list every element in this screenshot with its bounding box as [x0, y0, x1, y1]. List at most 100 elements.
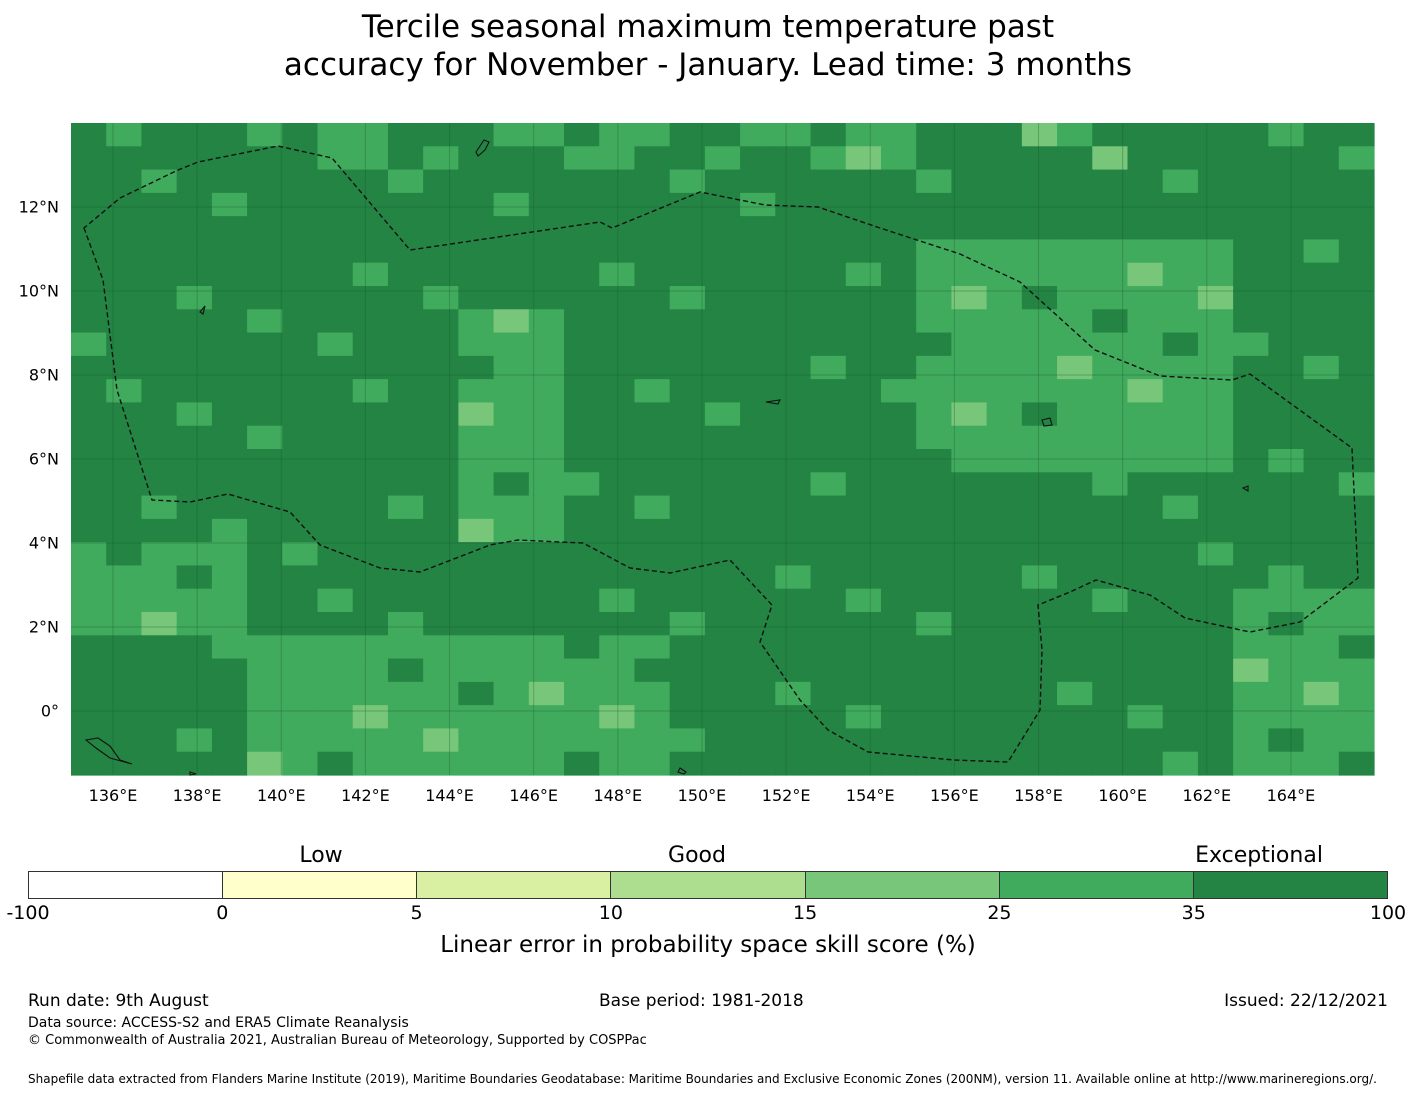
skill-cell	[423, 192, 459, 217]
skill-cell	[1057, 262, 1093, 287]
skill-cell	[810, 612, 847, 636]
skill-cell	[810, 542, 847, 567]
skill-cell	[106, 681, 143, 706]
skill-cell	[740, 286, 776, 310]
skill-cell	[317, 705, 354, 730]
skill-cell	[1127, 635, 1164, 660]
skill-cell	[423, 169, 459, 194]
skill-cell	[71, 705, 107, 730]
skill-cell	[528, 286, 565, 310]
skill-cell	[845, 635, 882, 660]
skill-cell	[599, 612, 636, 636]
skill-cell	[211, 472, 248, 497]
island-outline	[1241, 485, 1249, 492]
skill-cell	[458, 309, 495, 334]
skill-cell	[528, 192, 565, 217]
skill-cell	[845, 612, 882, 636]
skill-cell	[282, 705, 319, 730]
skill-cell	[1197, 402, 1234, 427]
skill-cell	[106, 751, 143, 776]
skill-cell	[387, 472, 424, 497]
skill-cell	[1021, 192, 1058, 217]
skill-cell	[1268, 239, 1305, 264]
colorbar	[28, 871, 1388, 899]
skill-cell	[317, 355, 354, 380]
skill-cell	[951, 332, 988, 357]
skill-cell	[916, 705, 953, 730]
skill-cell	[211, 286, 248, 310]
skill-cell	[951, 169, 988, 194]
skill-cell	[669, 588, 706, 613]
skill-cell	[493, 518, 530, 543]
skill-cell	[775, 542, 812, 567]
skill-cell	[387, 402, 424, 427]
skill-cell	[1197, 379, 1234, 404]
skill-cell	[704, 542, 741, 567]
skill-cell	[951, 751, 988, 776]
skill-cell	[704, 262, 741, 287]
skill-cell	[986, 612, 1023, 636]
skill-cell	[71, 309, 107, 334]
skill-cell	[634, 123, 671, 147]
skill-cell	[880, 309, 917, 334]
skill-cell	[634, 309, 671, 334]
skill-cell	[704, 472, 741, 497]
skill-cell	[740, 355, 776, 380]
skill-cell	[634, 332, 671, 357]
skill-cell	[176, 425, 213, 450]
skill-cell	[1233, 192, 1269, 217]
skill-cell	[810, 146, 847, 171]
skill-cell	[1127, 751, 1164, 776]
skill-cell	[1162, 588, 1199, 613]
skill-cell	[845, 309, 882, 334]
skill-cell	[564, 612, 600, 636]
skill-cell	[599, 402, 636, 427]
skill-cell	[1092, 239, 1129, 264]
skill-cell	[986, 379, 1023, 404]
skill-cell	[1338, 146, 1375, 171]
skill-cell	[951, 146, 988, 171]
skill-cell	[740, 123, 776, 147]
skill-cell	[1057, 728, 1093, 753]
skill-cell	[387, 332, 424, 357]
skill-cell	[880, 146, 917, 171]
skill-cell	[599, 123, 636, 147]
skill-cell	[704, 123, 741, 147]
skill-cell	[1268, 588, 1305, 613]
skill-cell	[1233, 588, 1269, 613]
skill-cell	[669, 751, 706, 776]
skill-cell	[669, 495, 706, 520]
skill-cell	[916, 192, 953, 217]
skill-cell	[1268, 565, 1305, 590]
skill-cell	[282, 728, 319, 753]
skill-cell	[247, 449, 283, 473]
skill-cell	[564, 495, 600, 520]
skill-cell	[247, 542, 283, 567]
skill-cell	[1268, 425, 1305, 450]
skill-cell	[564, 425, 600, 450]
skill-cell	[176, 379, 213, 404]
skill-cell	[1021, 635, 1058, 660]
skill-cell	[1127, 332, 1164, 357]
skill-cell	[599, 262, 636, 287]
skill-cell	[810, 635, 847, 660]
skill-cell	[458, 681, 495, 706]
skill-cell	[704, 565, 741, 590]
skill-cell	[1127, 518, 1164, 543]
skill-cell	[141, 518, 178, 543]
skill-cell	[317, 612, 354, 636]
island-outline	[199, 305, 206, 315]
skill-cell	[599, 379, 636, 404]
skill-cell	[1268, 146, 1305, 171]
skill-cell	[1197, 472, 1234, 497]
skill-cell	[211, 612, 248, 636]
skill-cell	[1057, 542, 1093, 567]
skill-cell	[1127, 565, 1164, 590]
skill-cell	[1268, 192, 1305, 217]
skill-cell	[1092, 332, 1129, 357]
skill-cell	[810, 309, 847, 334]
skill-cell	[704, 495, 741, 520]
skill-cell	[704, 705, 741, 730]
skill-cell	[704, 355, 741, 380]
copyright: © Commonwealth of Australia 2021, Austra…	[28, 1033, 647, 1048]
